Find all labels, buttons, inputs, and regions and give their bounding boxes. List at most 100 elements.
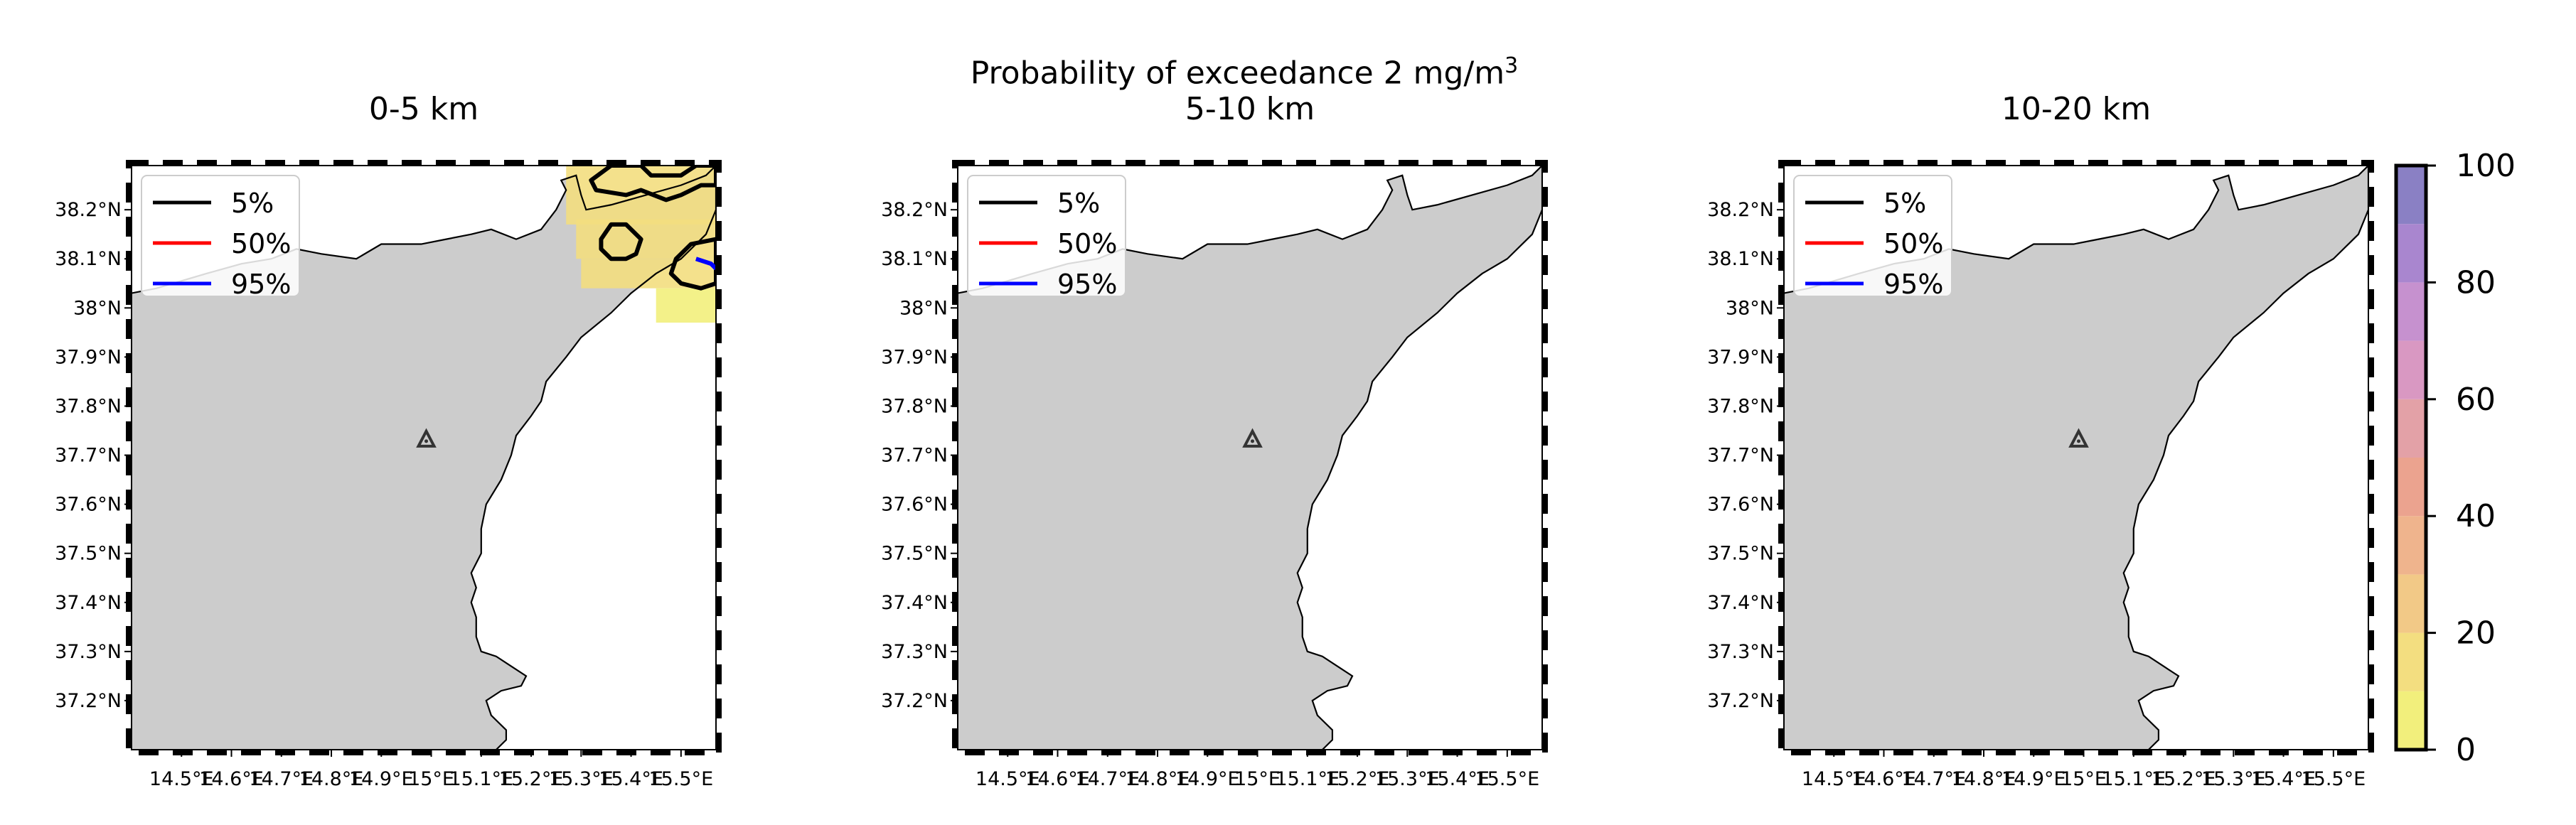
- legend-label: 50%: [1883, 228, 1943, 259]
- y-tick-label: 38.2°N: [1707, 199, 1774, 221]
- y-tick-label: 37.9°N: [55, 346, 122, 368]
- x-tick-label: 15.3°E: [549, 768, 614, 790]
- y-tick-label: 37.9°N: [1707, 346, 1774, 368]
- contour-5pct: [589, 166, 716, 203]
- colorbar-tick-label: 60: [2456, 382, 2496, 418]
- probability-cell: [576, 219, 716, 259]
- figure-title-superscript: 3: [1505, 53, 1519, 78]
- y-tick-label: 37.8°N: [55, 395, 122, 417]
- colorbar-tick-label: 40: [2456, 498, 2496, 534]
- colorbar-tick-label: 100: [2456, 148, 2516, 184]
- x-tick-label: 15.3°E: [2201, 768, 2266, 790]
- x-tick-label: 15.3°E: [1375, 768, 1440, 790]
- y-tick-label: 37.5°N: [881, 543, 948, 565]
- x-tick-label: 15.5°E: [648, 768, 713, 790]
- y-tick-label: 37.3°N: [55, 641, 122, 663]
- map-frame-border: [1778, 160, 2374, 755]
- volcano-marker: [1242, 428, 1263, 448]
- y-tick-label: 37.7°N: [1707, 445, 1774, 467]
- x-tick-label: 15.1°E: [1275, 768, 1340, 790]
- legend-box: [1793, 175, 1952, 297]
- y-tick-label: 37.6°N: [55, 494, 122, 516]
- subplot-title: 10-20 km: [2002, 91, 2151, 127]
- colorbar-band: [2396, 458, 2426, 517]
- x-tick-label: 14.9°E: [2002, 768, 2066, 790]
- y-tick-label: 37.5°N: [1707, 543, 1774, 565]
- x-tick-label: 14.5°E: [976, 768, 1040, 790]
- figure-title: Probability of exceedance 2 mg/m3: [711, 47, 1778, 93]
- y-tick-label: 37.4°N: [1707, 592, 1774, 614]
- y-tick-label: 37.7°N: [881, 445, 948, 467]
- coastline: [132, 166, 716, 750]
- y-tick-label: 37.4°N: [55, 592, 122, 614]
- colorbar-band: [2396, 574, 2426, 633]
- coastline: [1784, 166, 2368, 750]
- y-tick-label: 37.2°N: [55, 690, 122, 712]
- x-tick-label: 14.9°E: [349, 768, 414, 790]
- subplot-title: 0-5 km: [369, 91, 479, 127]
- map-area: [1784, 166, 2368, 750]
- y-tick-label: 38°N: [899, 297, 948, 319]
- y-tick-label: 37.8°N: [1707, 395, 1774, 417]
- volcano-marker-dot: [2077, 439, 2081, 443]
- legend: 5% 50% 95%: [967, 175, 1126, 300]
- legend-label: 95%: [231, 269, 291, 300]
- map-frame-border: [952, 160, 1548, 755]
- legend: 5% 50% 95%: [141, 175, 300, 300]
- y-tick-label: 38.1°N: [1707, 248, 1774, 270]
- x-tick-label: 14.8°E: [299, 768, 364, 790]
- y-tick-label: 37.3°N: [1707, 641, 1774, 663]
- map-frame-border: [126, 160, 722, 755]
- y-tick-label: 37.9°N: [881, 346, 948, 368]
- probability-cell: [656, 288, 716, 323]
- x-tick-label: 14.8°E: [1952, 768, 2016, 790]
- y-tick-label: 38.2°N: [55, 199, 122, 221]
- legend-label: 5%: [231, 188, 274, 219]
- x-tick-label: 14.6°E: [1851, 768, 1916, 790]
- y-tick-label: 37.2°N: [881, 690, 948, 712]
- y-tick-label: 37.6°N: [1707, 494, 1774, 516]
- x-tick-label: 14.7°E: [1901, 768, 1966, 790]
- colorbar-tick-label: 0: [2456, 732, 2476, 768]
- x-tick-label: 15.1°E: [2101, 768, 2166, 790]
- x-tick-label: 14.7°E: [1075, 768, 1140, 790]
- volcano-marker-dot: [1251, 439, 1255, 443]
- colorbar-tick-label: 20: [2456, 615, 2496, 652]
- x-tick-label: 15.4°E: [1425, 768, 1490, 790]
- x-tick-label: 14.6°E: [199, 768, 264, 790]
- y-tick-label: 38.1°N: [881, 248, 948, 270]
- legend-label: 50%: [231, 228, 291, 259]
- colorbar-band: [2396, 340, 2426, 399]
- contour-5pct: [599, 222, 643, 261]
- legend-label: 95%: [1057, 269, 1117, 300]
- land-area: [1784, 166, 2368, 750]
- map-panel-2: 5-10 km 14.5°E14.6°E14.7°E14.8°E14.9°E15°…: [881, 91, 1548, 790]
- x-tick-label: 15°E: [2061, 768, 2107, 790]
- map-panel-3: 10-20 km14.5°E14.6°E14.7°E14.8°E14.9°E15…: [1707, 91, 2374, 790]
- colorbar-band: [2396, 516, 2426, 575]
- x-tick-label: 15.5°E: [1475, 768, 1539, 790]
- x-tick-label: 14.6°E: [1025, 768, 1090, 790]
- x-tick-label: 14.8°E: [1126, 768, 1190, 790]
- contour-95pct: [695, 257, 716, 271]
- volcano-marker-dot: [424, 439, 429, 443]
- x-tick-label: 15.5°E: [2301, 768, 2366, 790]
- figure-title-text: Probability of exceedance 2 mg/m: [970, 55, 1505, 92]
- probability-cell: [566, 166, 716, 225]
- colorbar-band: [2396, 632, 2426, 691]
- x-tick-label: 14.9°E: [1175, 768, 1240, 790]
- y-tick-label: 38.2°N: [881, 199, 948, 221]
- colorbar-frame: [2394, 163, 2428, 752]
- volcano-marker: [416, 428, 437, 448]
- legend-label: 95%: [1883, 269, 1943, 300]
- x-tick-label: 14.7°E: [249, 768, 314, 790]
- x-tick-label: 15.4°E: [599, 768, 663, 790]
- map-panel-1: 0-5 km 14.5°E14.6°E14.7°E14.8°E14.9°E15°E…: [55, 91, 722, 790]
- map-area: [132, 166, 716, 750]
- colorbar: 0 20 40 60 80 100: [2394, 148, 2516, 768]
- x-tick-label: 15.4°E: [2251, 768, 2316, 790]
- x-tick-label: 15.2°E: [2152, 768, 2216, 790]
- contour-5pct: [668, 237, 716, 291]
- y-tick-label: 37.3°N: [881, 641, 948, 663]
